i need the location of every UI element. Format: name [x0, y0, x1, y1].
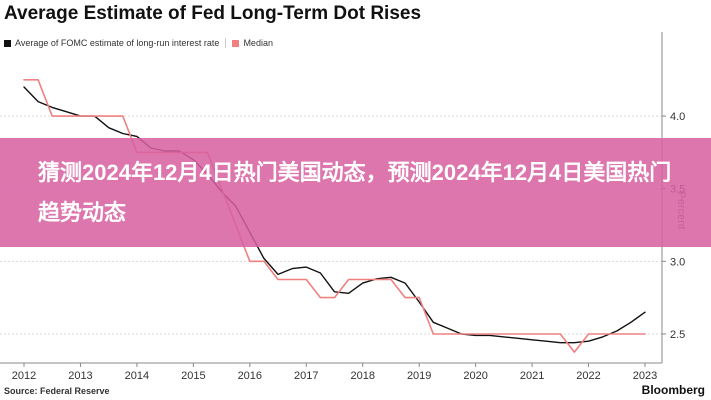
x-tick-label: 2015: [181, 370, 205, 382]
legend-divider: [225, 38, 227, 48]
legend-swatch-median: [232, 39, 240, 47]
series-median-line: [23, 79, 646, 353]
chart-title: Average Estimate of Fed Long-Term Dot Ri…: [4, 3, 422, 24]
legend-label-median: Median: [243, 38, 273, 48]
x-tick-label: 2023: [633, 370, 657, 382]
x-tick-label: 2012: [12, 370, 36, 382]
legend-label-average: Average of FOMC estimate of long-run int…: [15, 38, 220, 48]
x-tick-label: 2019: [407, 370, 431, 382]
source-note: Source: Federal Reserve: [4, 386, 110, 396]
x-tick-label: 2017: [294, 370, 318, 382]
chart-legend: Average of FOMC estimate of long-run int…: [4, 36, 273, 50]
x-tick-label: 2016: [238, 370, 262, 382]
x-tick-label: 2021: [520, 370, 544, 382]
x-tick-label: 2013: [68, 370, 92, 382]
legend-swatch-average: [4, 39, 11, 47]
bloomberg-logo: Bloomberg: [642, 383, 707, 397]
brand-name: Bloomberg: [641, 383, 705, 397]
series-average-line: [23, 86, 646, 344]
y-tick-label: 3.0: [670, 256, 685, 268]
x-tick-label: 2020: [463, 370, 487, 382]
x-tick-label: 2018: [350, 370, 374, 382]
banner-text: 猜测2024年12月4日热门美国动态，预测2024年12月4日美国热门趋势动态: [38, 159, 672, 225]
x-tick-label: 2014: [125, 370, 149, 382]
x-tick-label: 2022: [576, 370, 600, 382]
y-tick-label: 2.5: [670, 329, 685, 341]
overlay-banner: 猜测2024年12月4日热门美国动态，预测2024年12月4日美国热门趋势动态: [0, 138, 711, 247]
y-tick-label: 4.0: [670, 111, 685, 123]
